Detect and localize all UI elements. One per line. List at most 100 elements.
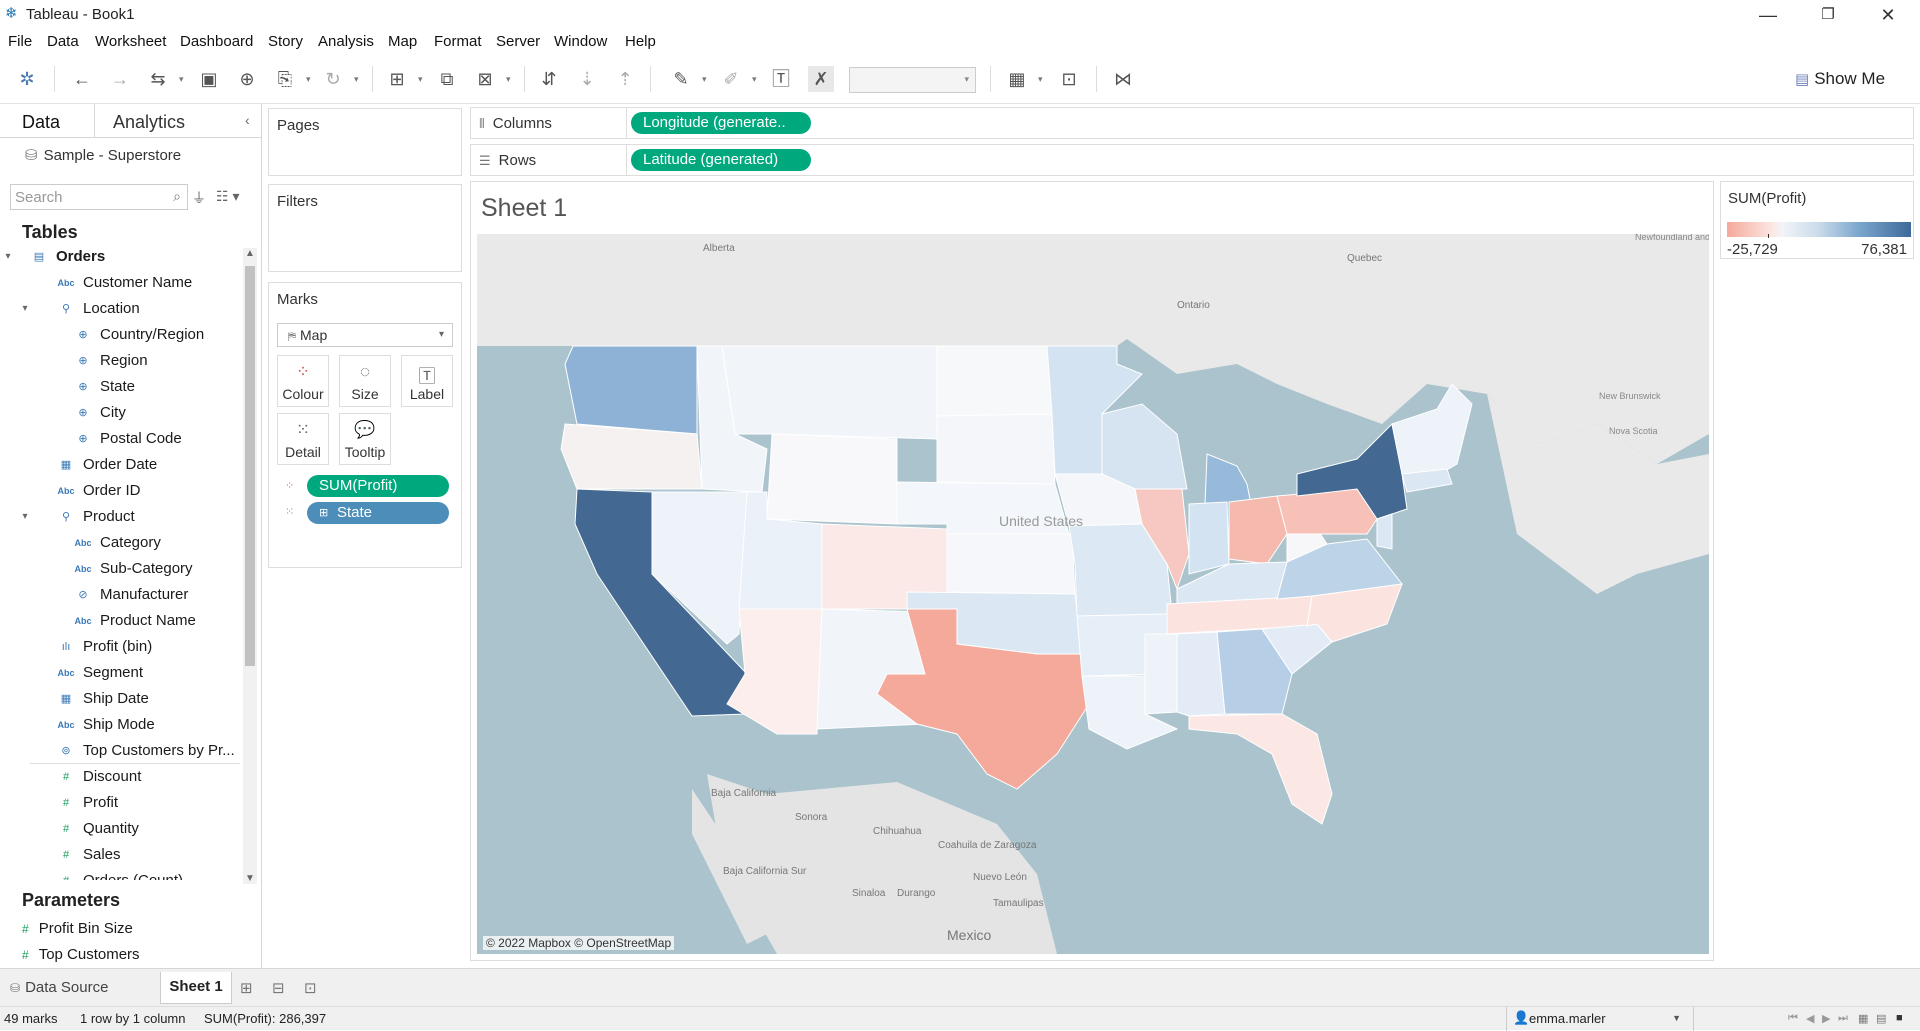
view-options-icon[interactable]: ☷ ▾ — [216, 188, 240, 204]
menu-file[interactable]: File — [8, 33, 33, 50]
field-item[interactable]: ⊚ Top Customers by Pr... — [0, 738, 242, 764]
tabs-view-icon[interactable]: ■ — [1896, 1012, 1903, 1024]
show-cards-icon[interactable]: ▦ — [1008, 69, 1026, 89]
presentation-mode-icon[interactable]: ⊡ — [1061, 69, 1077, 89]
chevron-down-icon[interactable]: ▾ — [179, 74, 184, 84]
tableau-home-icon[interactable]: ✲ — [19, 69, 35, 89]
field-item[interactable]: ⊕ Postal Code — [0, 426, 242, 452]
clear-sheet-icon[interactable]: ⊠ — [477, 69, 493, 89]
field-item[interactable]: Abc Customer Name — [0, 270, 242, 296]
chevron-down-icon[interactable]: ▾ — [306, 74, 311, 84]
field-item[interactable]: ⊘ Manufacturer — [0, 582, 242, 608]
chevron-down-icon[interactable]: ▾ — [1038, 74, 1043, 84]
menu-help[interactable]: Help — [625, 33, 656, 50]
colour-button[interactable]: ⁘ Colour — [277, 355, 329, 407]
field-item[interactable]: ▾ ⚲ Location — [0, 296, 242, 322]
scroll-thumb[interactable] — [245, 266, 255, 666]
field-item[interactable]: # Discount — [0, 764, 242, 790]
map-attribution[interactable]: © 2022 Mapbox © OpenStreetMap — [483, 936, 675, 950]
pill-sum-profit[interactable]: SUM(Profit) — [307, 475, 449, 497]
label-button[interactable]: 🅃 Label — [401, 355, 453, 407]
field-item[interactable]: # Quantity — [0, 816, 242, 842]
share-icon[interactable]: ⋈ — [1114, 69, 1132, 89]
pill-latitude[interactable]: Latitude (generated) — [631, 149, 811, 171]
filters-card[interactable]: Filters — [268, 184, 462, 272]
menu-analysis[interactable]: Analysis — [318, 33, 374, 50]
redo-icon[interactable]: → — [111, 69, 129, 89]
new-story-icon[interactable]: ⊡ — [304, 980, 317, 997]
colour-legend[interactable]: SUM(Profit) -25,729 76,381 — [1720, 181, 1914, 259]
user-menu[interactable]: 👤 emma.marler ▼ — [1506, 1007, 1694, 1031]
pages-card[interactable]: Pages — [268, 108, 462, 176]
mark-type-dropdown[interactable]: ⛿ Map ▾ — [277, 323, 453, 347]
menu-map[interactable]: Map — [388, 33, 418, 50]
menu-dashboard[interactable]: Dashboard — [180, 33, 254, 50]
undo-icon[interactable]: ← — [73, 69, 91, 89]
field-item[interactable]: # Orders (Count) — [0, 868, 242, 880]
sheet-sorter-icon[interactable]: ▦ — [1858, 1013, 1869, 1025]
field-item[interactable]: ılı Profit (bin) — [0, 634, 242, 660]
menu-server[interactable]: Server — [496, 33, 541, 50]
minimize-button[interactable]: — — [1759, 5, 1777, 25]
menu-story[interactable]: Story — [268, 33, 304, 50]
field-item[interactable]: # Sales — [0, 842, 242, 868]
close-button[interactable]: ✕ — [1880, 5, 1896, 25]
field-item[interactable]: # Profit — [0, 790, 242, 816]
new-data-source-icon[interactable]: ⊕ — [239, 69, 255, 89]
swap-rows-columns-icon[interactable]: ⇵ — [541, 69, 557, 89]
restore-button[interactable]: ❐ — [1821, 6, 1835, 23]
tab-analytics[interactable]: Analytics — [113, 112, 186, 132]
tab-data[interactable]: Data — [22, 112, 61, 132]
prev-sheet-icon[interactable]: ◀ — [1806, 1013, 1815, 1025]
menu-data[interactable]: Data — [47, 33, 79, 50]
filmstrip-icon[interactable]: ▤ — [1876, 1013, 1887, 1025]
new-dashboard-icon[interactable]: ⊟ — [272, 980, 285, 997]
expand-icon[interactable]: ▾ — [22, 511, 28, 522]
field-item[interactable]: ▦ Ship Date — [0, 686, 242, 712]
sort-ascending-icon[interactable]: ⇣ — [579, 69, 595, 89]
field-item[interactable]: ▾ ⚲ Product — [0, 504, 242, 530]
tooltip-button[interactable]: 💬 Tooltip — [339, 413, 391, 465]
field-item[interactable]: Abc Ship Mode — [0, 712, 242, 738]
field-item[interactable]: Abc Order ID — [0, 478, 242, 504]
field-item[interactable]: Abc Segment — [0, 660, 242, 686]
pause-updates-icon[interactable]: ⎘ — [277, 69, 293, 89]
save-icon[interactable]: ▣ — [200, 69, 218, 89]
parameter-item[interactable]: # Profit Bin Size — [22, 920, 133, 937]
field-list-scrollbar[interactable]: ▲ ▼ — [243, 248, 257, 884]
field-item[interactable]: Abc Sub-Category — [0, 556, 242, 582]
field-item[interactable]: ⊕ Country/Region — [0, 322, 242, 348]
menu-window[interactable]: Window — [554, 33, 608, 50]
field-item[interactable]: ▦ Order Date — [0, 452, 242, 478]
chevron-down-icon[interactable]: ▾ — [354, 74, 359, 84]
chevron-down-icon[interactable]: ▾ — [418, 74, 423, 84]
menu-worksheet[interactable]: Worksheet — [95, 33, 167, 50]
columns-shelf[interactable]: ⦀ Columns Longitude (generate.. — [470, 107, 1914, 139]
tab-sheet-1[interactable]: Sheet 1 — [160, 972, 232, 1004]
next-sheet-icon[interactable]: ▶ — [1822, 1013, 1831, 1025]
pill-state[interactable]: ⊞ State — [307, 502, 449, 524]
show-me-button[interactable]: ▤ Show Me — [1795, 66, 1885, 92]
pill-longitude[interactable]: Longitude (generate.. — [631, 112, 811, 134]
chevron-down-icon[interactable]: ▾ — [752, 74, 757, 84]
group-members-icon[interactable]: ✐ — [723, 69, 739, 89]
expand-icon[interactable]: ▾ — [5, 251, 11, 262]
sheet-title[interactable]: Sheet 1 — [481, 194, 568, 222]
chevron-down-icon[interactable]: ▾ — [506, 74, 511, 84]
map-svg[interactable]: Alberta Quebec Ontario Newfoundland and … — [477, 234, 1709, 954]
fit-dropdown[interactable]: ▾ — [849, 67, 976, 93]
new-worksheet-icon[interactable]: ⊞ — [389, 69, 405, 89]
expand-icon[interactable]: ▾ — [22, 303, 28, 314]
field-item[interactable]: Abc Category — [0, 530, 242, 556]
field-item[interactable]: Abc Product Name — [0, 608, 242, 634]
refresh-icon[interactable]: ↻ — [325, 69, 341, 89]
filter-icon[interactable]: ⏚ — [192, 190, 206, 206]
tab-data-source[interactable]: ⛁ Data Source — [10, 979, 108, 996]
size-button[interactable]: ◌ Size — [339, 355, 391, 407]
last-sheet-icon[interactable]: ⏭ — [1838, 1012, 1848, 1024]
field-item[interactable]: ⊕ City — [0, 400, 242, 426]
search-input[interactable] — [15, 186, 165, 208]
collapse-pane-icon[interactable]: ‹ — [245, 112, 250, 128]
sort-descending-icon[interactable]: ⇡ — [617, 69, 633, 89]
field-item[interactable]: ▾ ▤ Orders — [0, 244, 242, 270]
